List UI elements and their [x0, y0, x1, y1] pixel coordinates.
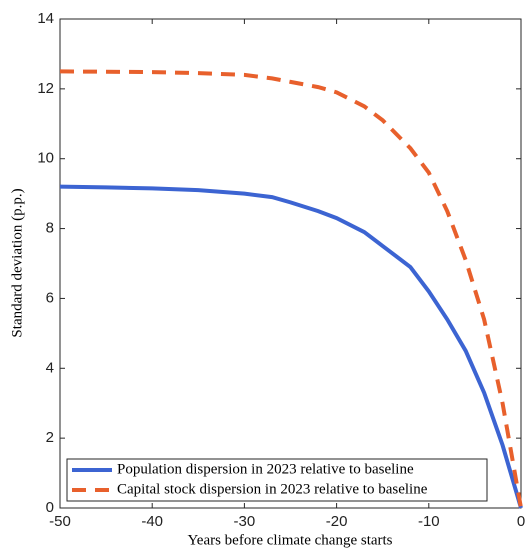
legend-label: Capital stock dispersion in 2023 relativ…	[117, 481, 428, 497]
legend-box	[66, 458, 488, 502]
y-tick-label: 8	[46, 220, 54, 237]
plot-area	[59, 18, 522, 509]
y-tick-label: 12	[37, 80, 54, 97]
line-series	[59, 69, 523, 509]
y-tick-label: 0	[46, 499, 54, 516]
legend-label: Population dispersion in 2023 relative t…	[117, 461, 414, 477]
y-tick-label: 6	[46, 289, 54, 306]
x-tick-label: -10	[418, 513, 440, 530]
x-tick-label: -40	[141, 513, 163, 530]
x-tick-label: 0	[517, 513, 525, 530]
x-tick-label: -20	[326, 513, 348, 530]
x-tick-label: -30	[234, 513, 256, 530]
x-tick-label: -50	[49, 513, 71, 530]
y-tick-label: 4	[46, 359, 54, 376]
y-tick-label: 2	[46, 429, 54, 446]
y-tick-label: 14	[37, 10, 54, 27]
y-axis-label: Standard deviation (p.p.)	[9, 188, 25, 337]
x-axis-label: Years before climate change starts	[187, 532, 392, 548]
line-series	[59, 184, 523, 509]
y-tick-label: 10	[37, 150, 54, 167]
